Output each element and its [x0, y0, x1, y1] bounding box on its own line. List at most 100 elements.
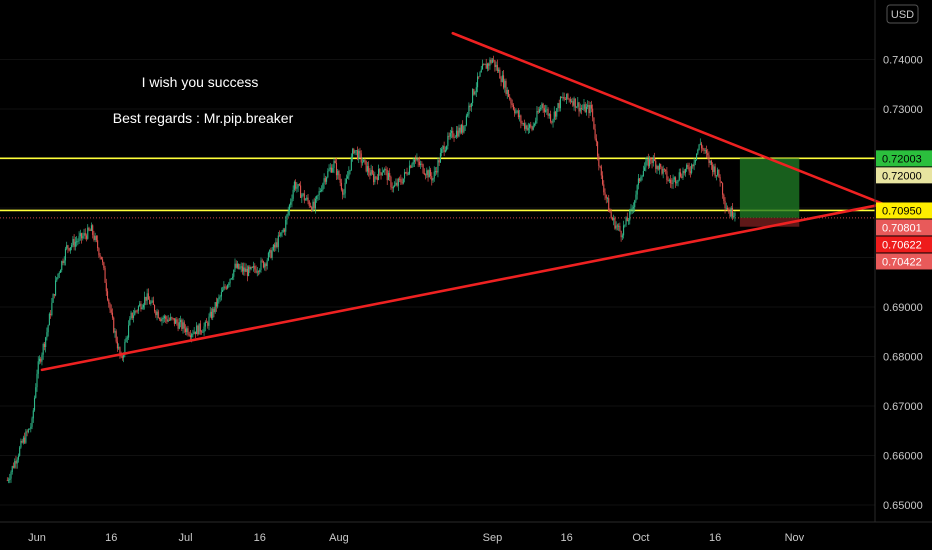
candle-body: [243, 267, 245, 272]
candle-body: [662, 168, 664, 174]
candle-body: [611, 217, 613, 221]
candle-body: [304, 199, 307, 201]
candle-body: [26, 431, 28, 433]
candle-body: [521, 122, 523, 124]
candle-body: [42, 344, 44, 355]
candle-body: [442, 145, 444, 150]
candle-body: [408, 165, 411, 174]
candle-body: [175, 319, 177, 324]
currency-button[interactable]: USD: [886, 4, 919, 24]
candle-body: [88, 227, 90, 231]
candle-body: [355, 150, 357, 151]
candle-body: [324, 178, 326, 182]
candle-body: [546, 109, 548, 111]
candle-body: [580, 107, 583, 110]
candle-body: [38, 358, 41, 362]
candle-body: [293, 181, 295, 190]
candle-body: [68, 248, 70, 251]
candle-body: [554, 111, 557, 117]
candle-body: [337, 171, 339, 176]
candle-body: [167, 319, 169, 322]
candle-body: [264, 263, 266, 268]
candle-body: [458, 127, 460, 137]
candle-body: [375, 176, 377, 178]
candle-body: [655, 160, 657, 169]
candle-body: [676, 182, 678, 184]
candle-body: [410, 165, 412, 168]
candle-body: [192, 333, 194, 335]
candle-body: [110, 309, 112, 313]
candle-body: [128, 325, 130, 338]
candle-body: [64, 248, 67, 261]
candle-body: [526, 125, 528, 131]
candle-body: [271, 250, 273, 258]
candle-body: [52, 294, 54, 303]
candle-body: [651, 160, 653, 164]
long-position-box[interactable]: [739, 158, 800, 227]
candle-body: [723, 194, 725, 201]
candle-body: [399, 178, 401, 180]
candle-body: [390, 176, 392, 188]
candle-body: [578, 102, 580, 112]
candle-body: [250, 266, 252, 270]
candle-body: [151, 300, 153, 303]
candle-body: [30, 426, 32, 429]
candle-body: [392, 186, 394, 189]
candle-body: [20, 440, 22, 448]
candle-body: [696, 153, 698, 160]
candle-body: [517, 110, 519, 118]
candle-body: [400, 179, 402, 183]
candle-body: [724, 200, 726, 209]
candle-body: [699, 143, 701, 145]
candle-body: [675, 177, 677, 184]
time-axis[interactable]: Jun 16 Jul 16 Aug Sep 16 Oct 16 Nov: [28, 532, 805, 544]
candle-body: [132, 315, 135, 319]
candle-body: [201, 331, 203, 333]
candle-body: [514, 109, 516, 114]
candle-body: [423, 173, 425, 175]
candle-body: [376, 177, 378, 180]
candle-body: [233, 269, 235, 277]
candle-body: [270, 249, 272, 258]
candle-body: [82, 236, 84, 239]
candle-body: [618, 225, 620, 227]
candle-body: [465, 115, 467, 126]
currency-button-frame: [886, 4, 919, 24]
candle-body: [114, 331, 116, 333]
price-tags: 0.72003 0.72000 0.70950 0.70801 0.70622 0.704…: [876, 150, 932, 270]
candle-body: [251, 266, 253, 268]
candle-body: [625, 217, 627, 225]
candle-body: [319, 191, 321, 192]
candle-body: [707, 153, 709, 156]
candle-body: [51, 302, 53, 316]
candle-body: [613, 218, 615, 221]
candle-body: [188, 334, 190, 336]
candle-body: [231, 276, 234, 279]
triangle-pattern[interactable]: [40, 31, 885, 372]
candle-body: [154, 305, 156, 312]
candle-body: [571, 101, 573, 102]
candle-body: [146, 293, 148, 301]
candle-body: [239, 267, 241, 269]
y-tick-label: 0.69000: [883, 302, 923, 314]
candle-body: [728, 210, 730, 212]
candle-body: [527, 127, 529, 131]
candle-body: [381, 172, 383, 176]
stop-loss-zone: [739, 217, 800, 227]
candle-body: [692, 164, 694, 167]
candle-body: [510, 99, 512, 104]
candle-body: [473, 89, 475, 95]
candle-body: [697, 149, 699, 154]
candle-body: [645, 161, 647, 168]
candle-body: [453, 137, 455, 138]
candle-body: [223, 286, 225, 291]
candle-body: [33, 397, 36, 411]
candle-body: [684, 169, 686, 174]
candle-body: [689, 171, 691, 173]
candle-body: [601, 175, 604, 185]
candle-body: [178, 322, 180, 329]
candle-body: [177, 322, 179, 329]
candle-body: [677, 179, 679, 183]
